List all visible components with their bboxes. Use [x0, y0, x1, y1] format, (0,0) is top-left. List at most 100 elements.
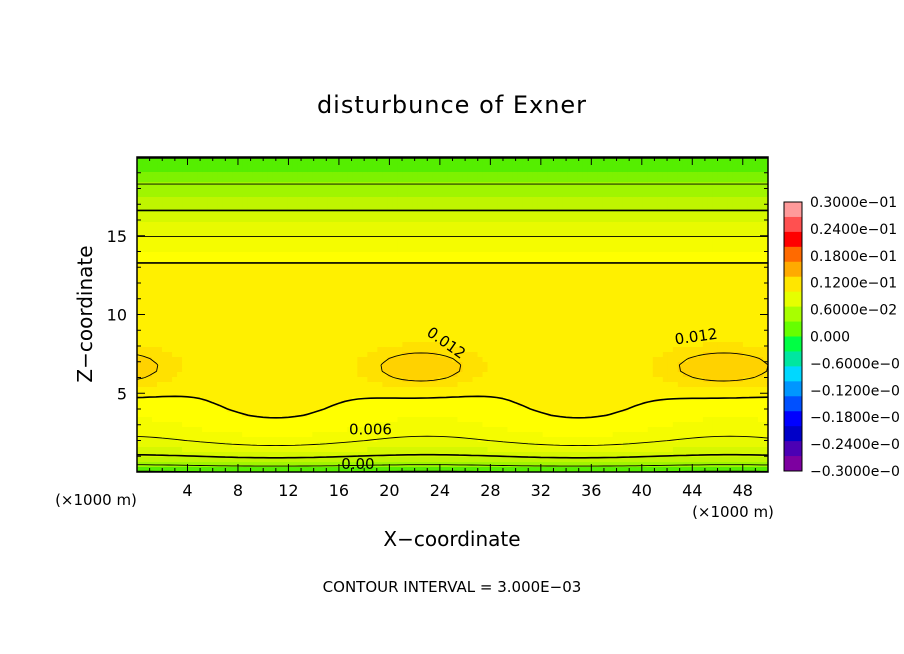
field-cell: [342, 237, 348, 243]
field-cell: [337, 442, 343, 448]
field-cell: [382, 232, 388, 238]
field-cell: [202, 292, 208, 298]
field-cell: [142, 282, 148, 288]
field-cell: [402, 437, 409, 443]
field-cell: [217, 317, 223, 323]
field-cell: [527, 272, 534, 278]
field-cell: [442, 247, 449, 253]
field-cell: [202, 167, 208, 173]
field-cell: [382, 347, 388, 353]
field-cell: [427, 357, 434, 363]
field-cell: [312, 202, 318, 208]
field-cell: [282, 282, 288, 288]
field-cell: [287, 412, 293, 418]
field-cell: [292, 277, 298, 283]
field-cell: [307, 157, 313, 163]
field-cell: [377, 467, 383, 472]
field-cell: [377, 192, 383, 198]
field-cell: [402, 457, 409, 463]
field-cell: [282, 162, 288, 168]
field-cell: [277, 457, 283, 463]
field-cell: [237, 247, 243, 253]
field-cell: [422, 212, 429, 218]
field-cell: [417, 192, 424, 198]
field-cell: [457, 172, 464, 178]
field-cell: [507, 347, 514, 353]
field-cell: [192, 287, 198, 293]
field-cell: [477, 222, 484, 228]
field-cell: [312, 272, 318, 278]
field-cell: [377, 297, 383, 303]
field-cell: [157, 162, 163, 168]
field-cell: [387, 407, 394, 413]
field-cell: [202, 327, 208, 333]
field-cell: [527, 427, 534, 433]
field-cell: [362, 212, 368, 218]
field-cell: [332, 322, 338, 328]
field-cell: [332, 422, 338, 428]
field-cell: [357, 237, 363, 243]
field-cell: [312, 342, 318, 348]
field-cell: [447, 292, 454, 298]
field-cell: [192, 337, 198, 343]
field-cell: [217, 392, 223, 398]
field-cell: [527, 312, 534, 318]
field-cell: [522, 162, 529, 168]
field-cell: [307, 217, 313, 223]
field-cell: [237, 402, 243, 408]
field-cell: [312, 352, 318, 358]
field-cell: [477, 402, 484, 408]
field-cell: [162, 177, 168, 183]
field-cell: [242, 327, 248, 333]
field-cell: [372, 332, 378, 338]
field-cell: [347, 237, 353, 243]
field-cell: [142, 327, 148, 333]
field-cell: [307, 247, 313, 253]
field-cell: [222, 412, 228, 418]
field-cell: [212, 387, 218, 393]
field-cell: [342, 417, 348, 423]
field-cell: [142, 437, 148, 443]
field-cell: [232, 317, 238, 323]
field-cell: [502, 302, 509, 308]
field-cell: [142, 417, 148, 423]
field-cell: [367, 397, 373, 403]
field-cell: [402, 352, 409, 358]
field-cell: [312, 377, 318, 383]
field-cell: [292, 332, 298, 338]
field-cell: [262, 292, 268, 298]
field-cell: [272, 382, 278, 388]
field-cell: [162, 432, 168, 438]
field-cell: [282, 412, 288, 418]
field-cell: [267, 317, 273, 323]
field-cell: [247, 407, 253, 413]
field-cell: [297, 432, 303, 438]
field-cell: [212, 327, 218, 333]
field-cell: [422, 427, 429, 433]
field-cell: [512, 327, 519, 333]
field-cell: [147, 397, 153, 403]
field-cell: [182, 277, 188, 283]
field-cell: [482, 457, 489, 463]
field-cell: [242, 277, 248, 283]
field-cell: [192, 397, 198, 403]
field-cell: [427, 157, 434, 163]
field-cell: [442, 392, 449, 398]
field-cell: [167, 277, 173, 283]
field-cell: [302, 317, 308, 323]
field-cell: [207, 392, 213, 398]
field-cell: [507, 222, 514, 228]
field-cell: [382, 167, 388, 173]
field-cell: [187, 417, 193, 423]
field-cell: [332, 182, 338, 188]
field-cell: [177, 372, 183, 378]
field-cell: [427, 197, 434, 203]
field-cell: [477, 202, 484, 208]
field-cell: [487, 232, 494, 238]
field-cell: [392, 192, 399, 198]
field-cell: [147, 377, 153, 383]
field-cell: [227, 447, 233, 453]
field-cell: [452, 177, 459, 183]
field-cell: [202, 442, 208, 448]
field-cell: [157, 197, 163, 203]
